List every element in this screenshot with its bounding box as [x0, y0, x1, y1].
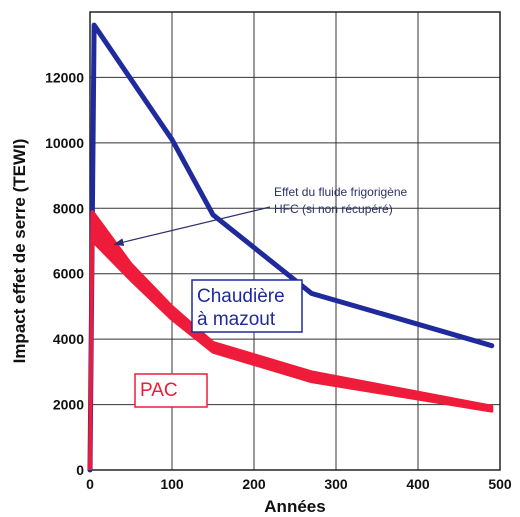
tick-labels: 0 100 200 300 400 500 0 2000 4000 6000 8000 10000 12…: [45, 69, 512, 492]
annotation-text: HFC (si non récupéré): [274, 202, 393, 216]
x-tick-label: 200: [242, 476, 266, 492]
annotation-arrow: [113, 206, 271, 247]
label-box-text: à mazout: [197, 309, 276, 330]
series: [87, 22, 495, 473]
x-tick-label: 500: [488, 476, 512, 492]
label-box: [134, 373, 208, 408]
label-box: [191, 279, 303, 333]
x-tick-label: 100: [160, 476, 184, 492]
label-box-text: Chaudière: [197, 286, 285, 307]
x-axis-title: Années: [264, 497, 325, 516]
y-tick-label: 8000: [53, 200, 84, 216]
x-tick-label: 400: [406, 476, 430, 492]
y-tick-label: 6000: [53, 266, 84, 282]
annotations: Effet du fluide frigorigène HFC (si non r…: [113, 185, 408, 247]
y-tick-label: 10000: [45, 135, 84, 151]
y-tick-label: 12000: [45, 69, 84, 85]
annotation-text: Effet du fluide frigorigène: [274, 185, 408, 199]
series-line-0: [87, 22, 495, 473]
x-tick-label: 300: [324, 476, 348, 492]
y-axis-title: Impact effet de serre (TEWI): [10, 139, 29, 364]
y-tick-label: 0: [76, 462, 84, 478]
x-tick-label: 0: [86, 476, 94, 492]
y-tick-label: 4000: [53, 331, 84, 347]
series-pac-band: [90, 210, 494, 413]
series-pac-rise: [88, 211, 95, 471]
y-tick-label: 2000: [53, 397, 84, 413]
label-box-text: PAC: [140, 380, 178, 401]
